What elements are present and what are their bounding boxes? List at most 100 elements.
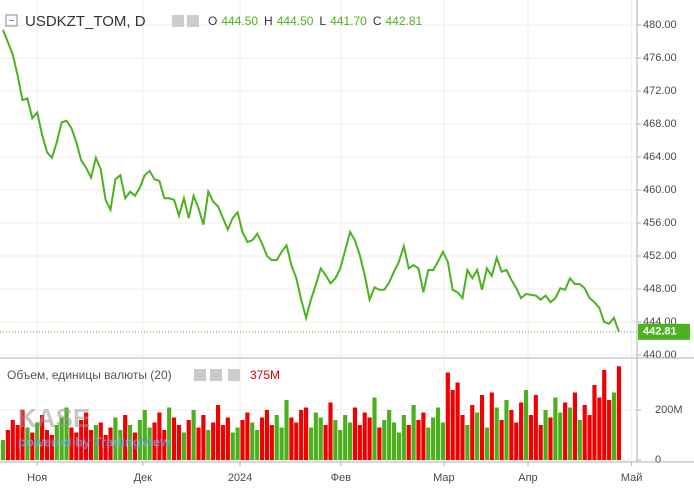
volume-bar — [616, 366, 621, 460]
volume-bar — [523, 390, 529, 460]
ohlc-value: 444.50 — [221, 14, 258, 28]
volume-bar — [519, 402, 524, 460]
volume-bar — [367, 417, 372, 460]
volume-bar — [401, 415, 406, 460]
settings-icon[interactable] — [210, 369, 222, 381]
ohlc-legend: O 444.50 H 444.50 L 441.70 C 442.81 — [208, 14, 423, 28]
volume-bar — [279, 427, 284, 460]
volume-bar — [509, 410, 514, 460]
volume-bar — [59, 417, 64, 460]
volume-bar — [259, 417, 265, 460]
volume-bar — [167, 407, 172, 460]
x-tick-label: Мар — [433, 472, 455, 484]
volume-bar — [406, 425, 411, 460]
ohlc-key: O — [208, 14, 217, 28]
grid: 440.00444.00448.00452.00456.00460.00464.… — [0, 0, 683, 484]
volume-bar — [479, 395, 485, 460]
volume-bar — [592, 385, 597, 460]
close-icon[interactable] — [228, 369, 240, 381]
volume-bar — [577, 420, 582, 460]
volume-bar — [245, 412, 250, 460]
volume-bar — [489, 392, 494, 460]
volume-bar — [294, 422, 299, 460]
volume-bar — [250, 422, 255, 460]
y-tick-label: 456.00 — [643, 217, 677, 229]
volume-bar — [460, 415, 465, 460]
last-price-box — [638, 323, 690, 340]
volume-bar — [220, 425, 226, 460]
volume-bar — [93, 425, 98, 460]
volume-bar — [538, 425, 543, 460]
y-tick-label: 200M — [655, 404, 683, 416]
volume-bar — [382, 420, 387, 460]
volume-bar — [108, 427, 113, 460]
volume-bar — [416, 420, 421, 460]
volume-bar — [196, 427, 201, 460]
volume-bar — [79, 420, 84, 460]
volume-bar — [49, 435, 54, 460]
volume-bar — [435, 407, 441, 460]
volume-bar — [553, 397, 558, 460]
volume-bar — [308, 427, 314, 460]
volume-bar — [426, 427, 431, 460]
volume-bar — [118, 430, 123, 460]
volume-bar — [162, 430, 167, 460]
volume-bar — [289, 417, 294, 460]
ohlc-value: 444.50 — [277, 14, 314, 28]
price-line — [2, 29, 620, 333]
volume-bar — [582, 405, 587, 460]
volume-bar — [421, 412, 426, 460]
volume-bar — [269, 425, 274, 460]
volume-bar — [396, 432, 402, 460]
volume-bar — [88, 430, 94, 460]
volume-bar — [387, 410, 392, 460]
volume-bar — [157, 412, 162, 460]
volume-bar — [255, 430, 260, 460]
volume-bar — [191, 410, 196, 460]
volume-bar — [499, 420, 504, 460]
y-tick-label: 460.00 — [643, 184, 677, 196]
y-tick-label: 448.00 — [643, 283, 677, 295]
settings-icon[interactable] — [187, 15, 199, 27]
ohlc-key: L — [319, 14, 326, 28]
volume-bar — [572, 392, 577, 460]
ohlc-value: 442.81 — [385, 14, 422, 28]
volume-bar — [484, 427, 490, 460]
volume-bar — [128, 425, 133, 460]
last-price-label: 442.81 — [643, 326, 677, 338]
volume-bar — [132, 432, 138, 460]
volume-bar — [347, 422, 353, 460]
volume-bar — [64, 407, 69, 460]
volume-bar — [543, 410, 548, 460]
volume-bar — [362, 412, 367, 460]
volume-bar — [206, 430, 211, 460]
volume-bar — [113, 417, 118, 460]
y-tick-label: 480.00 — [643, 19, 677, 31]
settings-icon[interactable] — [172, 15, 184, 27]
volume-bar — [372, 397, 377, 460]
volume-bar — [0, 440, 6, 460]
volume-bar — [299, 410, 304, 460]
volume-bar — [607, 400, 612, 460]
volume-bar — [328, 402, 333, 460]
volume-bar — [211, 422, 216, 460]
volume-bar — [440, 422, 446, 460]
volume-bar — [240, 420, 245, 460]
volume-bar — [137, 420, 142, 460]
ohlc-value: 441.70 — [330, 14, 367, 28]
y-tick-label: 468.00 — [643, 118, 677, 130]
volume-bar — [318, 417, 323, 460]
watermark-logo: KASE — [18, 403, 90, 433]
x-tick-label: 2024 — [228, 472, 252, 484]
volume-bar — [142, 410, 147, 460]
x-tick-label: Ноя — [27, 472, 47, 484]
settings-icon[interactable] — [194, 369, 206, 381]
volume-bar — [25, 427, 30, 460]
volume-bar — [548, 417, 553, 460]
volume-bar — [323, 425, 328, 460]
volume-bar — [123, 415, 128, 460]
marks: 442.81 — [0, 29, 690, 460]
collapse-icon[interactable] — [5, 14, 18, 27]
volume-bar — [147, 427, 152, 460]
volume-bar — [35, 422, 40, 460]
